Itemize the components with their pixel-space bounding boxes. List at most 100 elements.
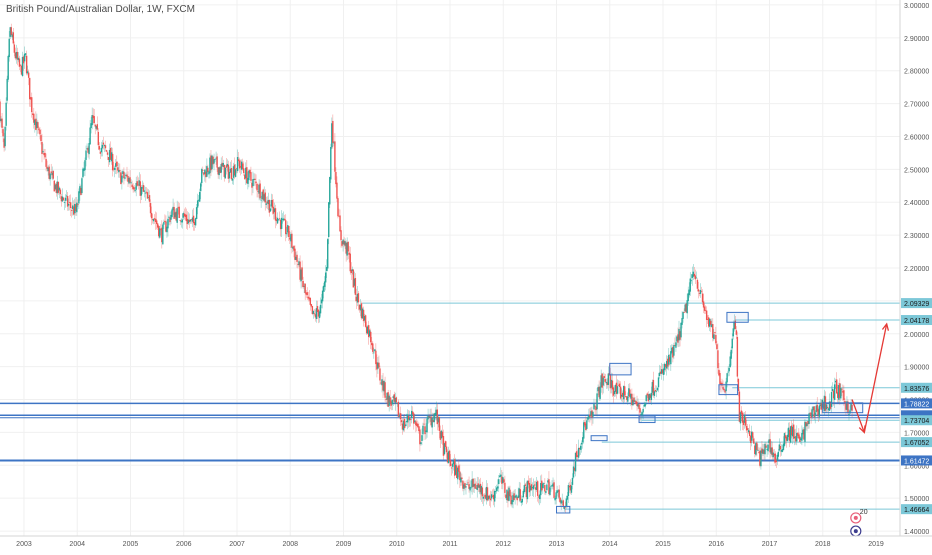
candle-body <box>596 393 598 410</box>
candle-body <box>164 220 166 223</box>
candle-body <box>785 436 788 441</box>
candle-body <box>170 214 172 220</box>
candle-body <box>670 351 672 365</box>
candle-body <box>366 326 369 334</box>
candle-body <box>381 379 383 386</box>
candle-body <box>27 72 30 78</box>
candle-body <box>389 397 391 403</box>
candle-body <box>476 485 478 490</box>
candle-body <box>851 404 853 411</box>
candle-body <box>423 423 425 425</box>
candle-body <box>391 399 393 405</box>
candle-body <box>354 277 357 295</box>
candle-body <box>686 300 688 314</box>
candle-body <box>337 198 339 217</box>
candle-body <box>235 168 238 170</box>
candle-body <box>392 396 394 399</box>
candle-body <box>224 167 227 179</box>
candle-body <box>737 378 740 392</box>
candle-body <box>491 495 494 497</box>
candle-body <box>63 202 66 203</box>
candle-body <box>512 495 514 502</box>
candle-body <box>444 441 447 447</box>
candle-body <box>479 483 482 493</box>
candle-body <box>387 392 389 407</box>
candle-body <box>361 308 364 319</box>
candle-body <box>534 487 537 490</box>
y-tick-label: 2.80000 <box>904 69 929 76</box>
x-tick-label: 2007 <box>229 541 245 548</box>
candle-body <box>2 129 4 137</box>
price-candles <box>0 23 853 514</box>
candle-body <box>312 311 315 314</box>
candle-body <box>395 397 398 403</box>
candle-body <box>55 183 58 193</box>
candle-body <box>728 367 730 372</box>
candle-body <box>141 187 144 189</box>
candle-body <box>124 177 126 179</box>
candle-body <box>373 352 375 354</box>
candle-body <box>83 168 85 171</box>
candle-body <box>631 393 633 405</box>
candle-body <box>253 178 255 180</box>
candle-body <box>416 423 418 427</box>
candle-body <box>140 186 143 196</box>
candle-body <box>118 169 120 173</box>
candle-body <box>167 218 169 229</box>
candle-body <box>514 496 516 498</box>
candle-body <box>781 449 784 452</box>
candle-body <box>415 421 417 426</box>
candle-body <box>544 484 546 492</box>
candle-body <box>240 161 243 170</box>
candle-body <box>210 155 212 171</box>
candle-body <box>222 162 224 167</box>
candle-body <box>648 393 650 400</box>
candle-body <box>292 247 294 249</box>
candle-body <box>104 145 107 149</box>
candle-body <box>499 475 501 478</box>
candle-body <box>419 429 421 445</box>
candle-body <box>281 219 284 221</box>
candle-body <box>189 219 192 222</box>
candle-body <box>699 289 702 294</box>
candle-body <box>441 431 444 438</box>
candle-body <box>758 451 760 453</box>
candle-body <box>474 483 476 489</box>
candle-body <box>324 272 327 283</box>
x-tick-label: 2013 <box>549 541 565 548</box>
candle-body <box>691 274 694 278</box>
candle-body <box>709 318 711 327</box>
candle-body <box>18 58 21 67</box>
candle-body <box>309 297 312 305</box>
candle-body <box>830 391 833 407</box>
candle-body <box>106 152 109 155</box>
candle-body <box>259 183 261 199</box>
candle-body <box>829 401 832 409</box>
candle-body <box>780 450 783 452</box>
candle-body <box>307 296 309 299</box>
candle-body <box>119 170 121 172</box>
candle-body <box>44 152 46 158</box>
candle-body <box>134 190 136 192</box>
candle-body <box>100 147 103 153</box>
x-tick-label: 2011 <box>442 541 457 548</box>
candle-body <box>357 293 360 303</box>
candle-body <box>754 445 756 455</box>
candle-body <box>190 219 193 220</box>
candle-body <box>845 403 847 410</box>
candle-body <box>115 163 117 167</box>
candle-body <box>624 386 626 396</box>
candle-body <box>451 463 454 467</box>
candle-body <box>431 417 433 428</box>
candle-body <box>380 382 382 384</box>
candle-body <box>207 167 209 173</box>
candle-body <box>575 451 578 458</box>
candle-body <box>194 218 197 226</box>
candle-body <box>229 168 232 173</box>
candle-body <box>52 170 54 179</box>
candle-body <box>766 449 768 451</box>
candle-body <box>432 420 434 423</box>
candle-body <box>603 376 605 379</box>
candle-body <box>731 338 733 349</box>
candle-body <box>131 184 133 188</box>
